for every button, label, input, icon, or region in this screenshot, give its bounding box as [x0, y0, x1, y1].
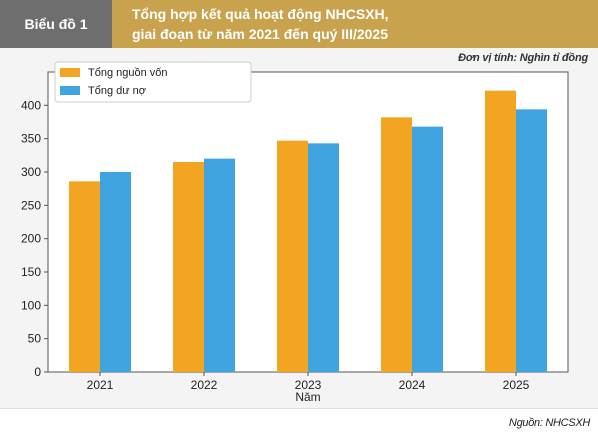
y-tick-label-200: 200 [21, 232, 41, 246]
bar-tong-nguon-von-2022 [173, 162, 204, 372]
legend-label-tong-nguon-von: Tổng nguồn vốn [88, 67, 168, 79]
y-tick-label-300: 300 [21, 165, 41, 179]
figure-title: Tổng hợp kết quả hoạt động NHCSXH, giai … [132, 4, 592, 44]
bar-tong-du-no-2025 [516, 109, 547, 373]
bar-tong-du-no-2021 [100, 172, 131, 372]
x-tick-label-2021: 2021 [87, 378, 114, 392]
figure-label: Biểu đồ 1 [0, 0, 112, 48]
x-tick-label-2025: 2025 [503, 378, 530, 392]
bar-tong-nguon-von-2023 [277, 140, 308, 372]
bar-tong-nguon-von-2025 [485, 90, 516, 372]
legend-box [54, 61, 252, 103]
y-tick-label-350: 350 [21, 132, 41, 146]
legend: Tổng nguồn vốn Tổng dư nợ [54, 61, 252, 103]
legend-swatch-tong-nguon-von [60, 68, 80, 77]
y-tick-label-50: 50 [28, 332, 42, 346]
y-tick-label-400: 400 [21, 98, 41, 112]
x-axis-title: Năm [295, 390, 320, 404]
y-tick-label-100: 100 [21, 298, 41, 312]
bar-tong-nguon-von-2024 [381, 117, 412, 372]
figure-title-line-2: giai đoạn từ năm 2021 đến quý III/2025 [132, 26, 388, 42]
x-tick-label-2023: 2023 [295, 378, 322, 392]
bar-tong-nguon-von-2021 [69, 181, 100, 372]
y-axis: 0 50 100 150 200 250 300 350 400 [21, 98, 48, 379]
bar-tong-du-no-2022 [204, 158, 235, 372]
legend-label-tong-du-no: Tổng dư nợ [88, 85, 146, 97]
bar-tong-du-no-2024 [412, 126, 443, 373]
y-tick-label-0: 0 [34, 365, 41, 379]
figure-title-line-1: Tổng hợp kết quả hoạt động NHCSXH, [132, 6, 389, 22]
figure-header: Biểu đồ 1 Tổng hợp kết quả hoạt động NHC… [0, 0, 598, 48]
legend-swatch-tong-du-no [60, 86, 80, 95]
y-tick-label-150: 150 [21, 265, 41, 279]
x-axis: 2021 2022 2023 2024 2025 [87, 372, 530, 392]
bar-tong-du-no-2023 [308, 143, 339, 372]
x-tick-label-2022: 2022 [191, 378, 218, 392]
unit-note: Đơn vị tính: Nghìn tỉ đồng [458, 52, 588, 64]
bars-layer [69, 90, 547, 373]
figure-title-band [112, 0, 598, 48]
source-note: Nguồn: NHCSXH [508, 417, 590, 429]
x-tick-label-2024: 2024 [399, 378, 426, 392]
y-tick-label-250: 250 [21, 198, 41, 212]
